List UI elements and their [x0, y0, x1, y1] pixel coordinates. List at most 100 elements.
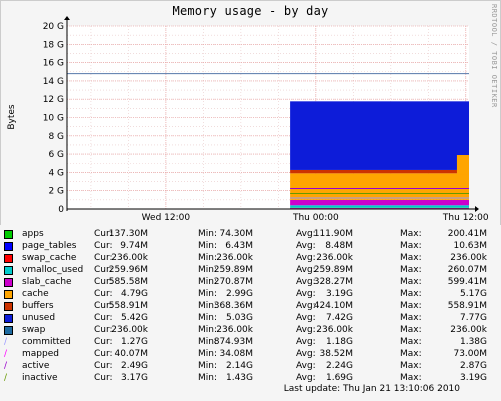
legend-swatch	[4, 326, 13, 335]
legend-cur-value: 236.00k	[111, 325, 148, 335]
legend-min-label: Min:	[198, 289, 218, 299]
legend-line-icon: ∕	[4, 373, 8, 383]
legend-name: cache	[22, 289, 49, 299]
legend-avg-value: 3.19G	[325, 289, 353, 299]
legend-name: vmalloc_used	[22, 265, 84, 275]
legend-min-label: Min:	[198, 361, 218, 371]
legend-cur-value: 236.00k	[111, 253, 148, 263]
y-tick-label: 16 G	[43, 59, 64, 69]
legend-cur-label: Cur:	[94, 265, 113, 275]
legend-min-value: 1.43G	[225, 373, 253, 383]
x-tick-label: Wed 12:00	[142, 213, 191, 223]
legend-name: inactive	[22, 373, 58, 383]
legend-max-label: Max:	[400, 325, 422, 335]
legend-cur-label: Cur:	[94, 313, 113, 323]
legend-avg-label: Avg:	[296, 313, 316, 323]
legend-row-apps: apps Cur: 137.30M Min: 74.30M Avg: 111.90M Max:…	[0, 229, 501, 240]
legend-max-value: 1.38G	[459, 337, 487, 347]
legend-min-label: Min:	[198, 229, 218, 239]
legend-min-value: 270.87M	[213, 277, 253, 287]
legend-min-label: Min:	[198, 337, 218, 347]
legend-min-value: 34.08M	[219, 349, 253, 359]
legend-min-label: Min:	[198, 253, 218, 263]
legend-avg-label: Avg:	[296, 289, 316, 299]
legend-swatch	[4, 290, 13, 299]
legend-min-value: 2.14G	[225, 361, 253, 371]
legend-row-swap: swap Cur: 236.00k Min: 236.00k Avg: 236.00k Max…	[0, 325, 501, 336]
legend-cur-value: 259.96M	[108, 265, 148, 275]
legend-cur-label: Cur:	[94, 349, 113, 359]
x-tick-label: Thu 12:00	[442, 213, 489, 223]
legend-cur-label: Cur:	[94, 289, 113, 299]
chart-plot: 0 2 G 4 G 6 G 8 G 10 G 12 G 14 G 16 G 18 G 20 G Wed…	[0, 0, 501, 225]
legend-min-label: Min:	[198, 277, 218, 287]
legend-max-value: 236.00k	[450, 325, 487, 335]
legend-max-label: Max:	[400, 289, 422, 299]
y-tick-label: 2 G	[48, 187, 64, 197]
legend-cur-value: 5.42G	[120, 313, 148, 323]
legend-cur-label: Cur:	[94, 337, 113, 347]
legend-min-value: 236.00k	[216, 325, 253, 335]
legend-row-active: ∕ active Cur: 2.49G Min: 2.14G Avg: 2.24G Max: 2.…	[0, 361, 501, 372]
legend-avg-value: 111.90M	[313, 229, 353, 239]
legend-avg-value: 1.18G	[325, 337, 353, 347]
legend-cur-label: Cur:	[94, 373, 113, 383]
legend-max-label: Max:	[400, 337, 422, 347]
chart-title: Memory usage - by day	[172, 4, 329, 18]
legend-swatch	[4, 254, 13, 263]
legend-name: swap	[22, 325, 46, 335]
legend-name: unused	[22, 313, 56, 323]
legend-avg-label: Avg:	[296, 373, 316, 383]
legend-cur-label: Cur:	[94, 301, 113, 311]
legend-min-label: Min:	[198, 325, 218, 335]
legend-max-label: Max:	[400, 253, 422, 263]
legend-max-value: 10.63M	[453, 241, 487, 251]
last-update: Last update: Thu Jan 21 13:10:06 2010	[283, 384, 460, 394]
legend-max-value: 7.77G	[459, 313, 487, 323]
legend-avg-value: 1.69G	[325, 373, 353, 383]
legend-max-value: 260.07M	[447, 265, 487, 275]
legend-avg-value: 328.27M	[313, 277, 353, 287]
legend-row-swap_cache: swap_cache Cur: 236.00k Min: 236.00k Avg: 236.…	[0, 253, 501, 264]
legend-max-label: Max:	[400, 361, 422, 371]
legend-avg-label: Avg:	[296, 337, 316, 347]
legend-min-label: Min:	[198, 313, 218, 323]
legend-min-label: Min:	[198, 265, 218, 275]
legend-min-value: 259.89M	[213, 265, 253, 275]
y-tick-label: 6 G	[48, 150, 64, 160]
legend-swatch	[4, 242, 13, 251]
y-tick-label: 8 G	[48, 132, 64, 142]
legend-min-label: Min:	[198, 373, 218, 383]
legend-max-label: Max:	[400, 349, 422, 359]
legend-row-slab_cache: slab_cache Cur: 585.58M Min: 270.87M Avg: 328.…	[0, 277, 501, 288]
rrdtool-watermark: RRDTOOL / TOBI OETIKER	[490, 4, 498, 108]
legend-min-label: Min:	[198, 301, 218, 311]
legend-name: swap_cache	[22, 253, 77, 263]
legend-cur-value: 3.17G	[120, 373, 148, 383]
legend-avg-value: 38.52M	[319, 349, 353, 359]
legend-row-mapped: ∕ mapped Cur: 40.07M Min: 34.08M Avg: 38.52M Max…	[0, 349, 501, 360]
area-slab_cache	[290, 199, 469, 206]
legend-avg-label: Avg:	[296, 277, 316, 287]
legend-max-value: 558.91M	[447, 301, 487, 311]
legend-max-value: 3.19G	[459, 373, 487, 383]
legend-cur-label: Cur:	[94, 253, 113, 263]
legend-cur-value: 558.91M	[108, 301, 148, 311]
area-cache	[290, 173, 469, 200]
legend-min-value: 368.36M	[213, 301, 253, 311]
legend-avg-label: Avg:	[296, 265, 316, 275]
legend-min-value: 2.99G	[225, 289, 253, 299]
legend-avg-value: 259.89M	[313, 265, 353, 275]
legend-min-value: 74.30M	[219, 229, 253, 239]
legend-avg-label: Avg:	[296, 241, 316, 251]
y-tick-label: 18 G	[43, 40, 64, 50]
legend-line-icon: ∕	[4, 361, 8, 371]
legend-max-label: Max:	[400, 265, 422, 275]
legend-row-unused: unused Cur: 5.42G Min: 5.03G Avg: 7.42G Max: 7.7…	[0, 313, 501, 324]
legend-name: committed	[22, 337, 71, 347]
legend-max-label: Max:	[400, 313, 422, 323]
legend-name: active	[22, 361, 50, 371]
legend-max-label: Max:	[400, 241, 422, 251]
legend-avg-label: Avg:	[296, 301, 316, 311]
